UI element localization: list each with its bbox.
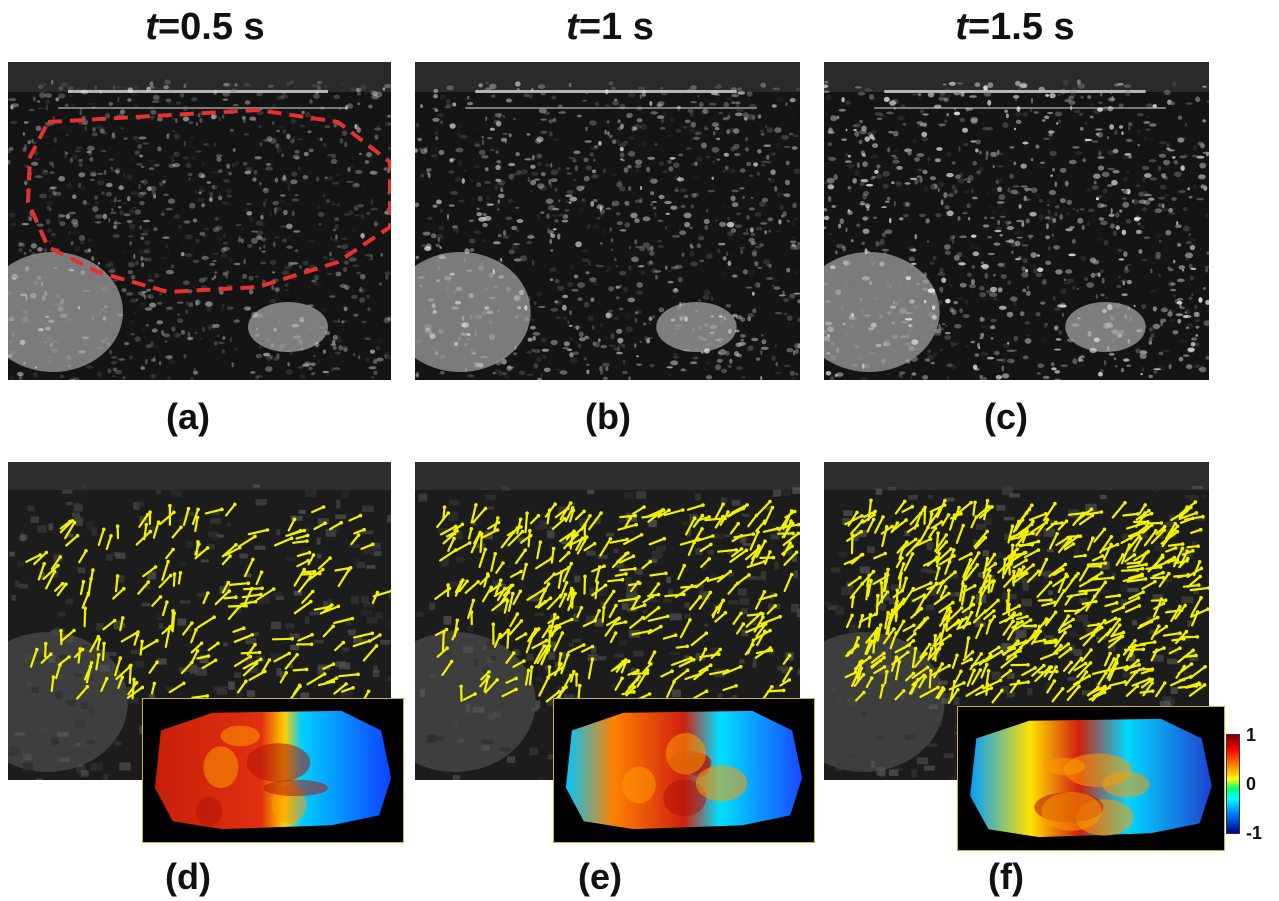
phase-map-inset-d: [142, 698, 404, 843]
ultrasound-image-b: [415, 62, 800, 380]
phase-map-inset-f: [957, 706, 1225, 851]
panel-label-f: (f): [946, 856, 1066, 898]
phase-map-d: [143, 699, 403, 842]
ultrasound-panel-c: [824, 62, 1209, 380]
colorbar-gradient: [1226, 734, 1240, 834]
title-time-var: t: [955, 6, 968, 48]
ultrasound-image-c: [824, 62, 1209, 380]
title-time-value: =1.5 s: [968, 6, 1075, 48]
panel-label-c: (c): [946, 396, 1066, 438]
title-time-var: t: [566, 6, 579, 48]
ultrasound-panel-a: [8, 62, 391, 380]
colorbar-max-label: 1: [1246, 726, 1256, 744]
panel-label-e: (e): [540, 856, 660, 898]
title-time-var: t: [145, 6, 158, 48]
colorbar-mid-label: 0: [1246, 775, 1256, 793]
panel-label-d: (d): [128, 856, 248, 898]
phase-map-f: [958, 707, 1224, 850]
ultrasound-image-a: [8, 62, 391, 380]
title-time-value: =1 s: [579, 6, 654, 48]
ultrasound-panel-b: [415, 62, 800, 380]
title-time-value: =0.5 s: [158, 6, 265, 48]
phase-map-e: [554, 699, 814, 842]
title-col-2: t=1 s: [460, 6, 760, 49]
title-col-3: t=1.5 s: [865, 6, 1165, 49]
phase-map-inset-e: [553, 698, 815, 843]
panel-label-a: (a): [128, 396, 248, 438]
colorbar: 1 0 -1: [1226, 730, 1276, 840]
colorbar-min-label: -1: [1246, 824, 1262, 842]
panel-label-b: (b): [548, 396, 668, 438]
title-col-1: t=0.5 s: [55, 6, 355, 49]
